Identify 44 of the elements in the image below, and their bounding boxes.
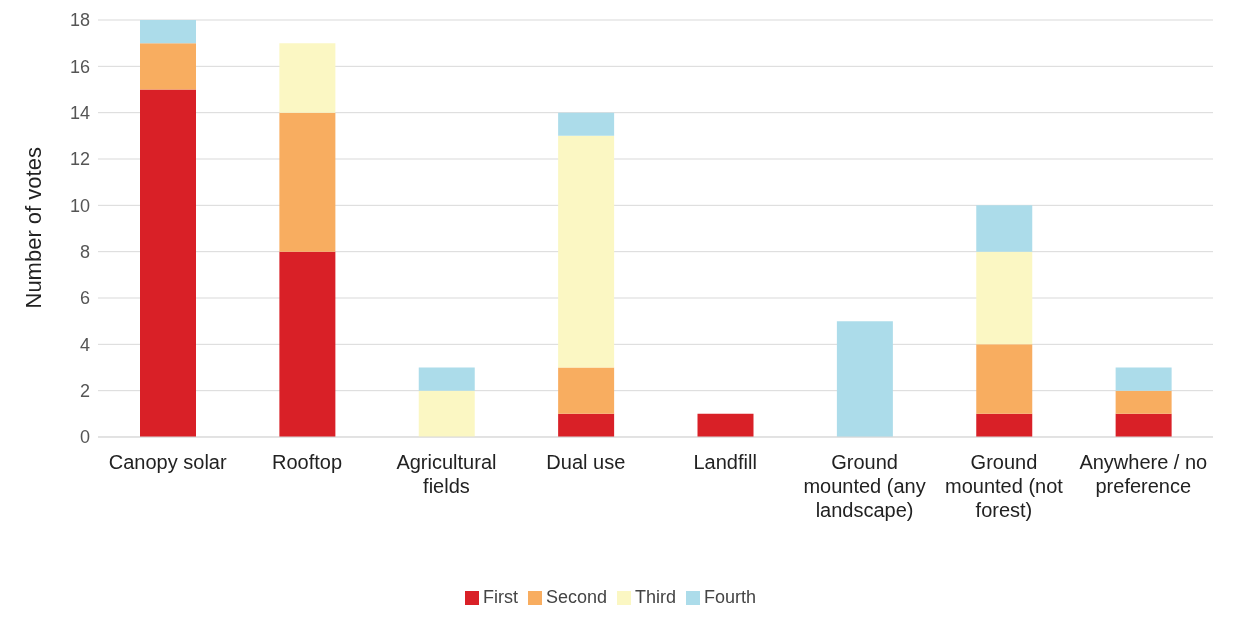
bar [279,43,336,113]
bar [140,43,196,90]
x-tick-label: Agricultural fields [396,451,497,497]
x-tick-label: Canopy solar [108,451,227,473]
x-tick-label: Dual use [546,451,626,473]
y-tick-label: 8 [79,242,90,263]
y-tick-label: 6 [79,288,90,309]
legend-label: Fourth [704,587,757,607]
x-tick-label: Ground mounted (not forest) [945,451,1064,521]
bar [558,413,615,437]
y-tick-label: 0 [79,427,90,448]
bar [279,251,336,437]
bar [976,251,1033,345]
y-axis-title: Number of votes [20,147,46,309]
x-tick-label: Landfill [693,451,757,473]
legend-label: Second [545,587,607,607]
bar [697,413,754,437]
x-tick-label: Rooftop [272,451,343,473]
legend-label: Third [635,587,677,607]
bar [558,135,615,368]
y-tick-label: 4 [79,334,90,355]
bar [1115,367,1172,391]
bar [418,367,475,391]
bar [558,112,615,136]
bar [558,367,615,414]
x-tick-label: Ground mounted (any landscape) [803,451,926,521]
bar [976,205,1033,252]
bar [140,20,196,44]
bar [418,390,475,437]
y-tick-label: 2 [79,381,90,402]
bar [976,344,1033,414]
y-tick-label: 12 [69,149,90,170]
bar [1115,413,1172,437]
bar [279,112,336,252]
x-tick-label: Anywhere / no preference [1079,451,1208,497]
y-tick-label: 18 [69,10,90,31]
bar [976,413,1033,437]
y-tick-label: 10 [69,195,90,216]
bar [836,321,893,437]
y-tick-label: 16 [69,56,90,77]
bar [140,89,196,437]
y-tick-label: 14 [69,103,90,124]
bar [1115,390,1172,414]
legend-label: First [482,587,518,607]
